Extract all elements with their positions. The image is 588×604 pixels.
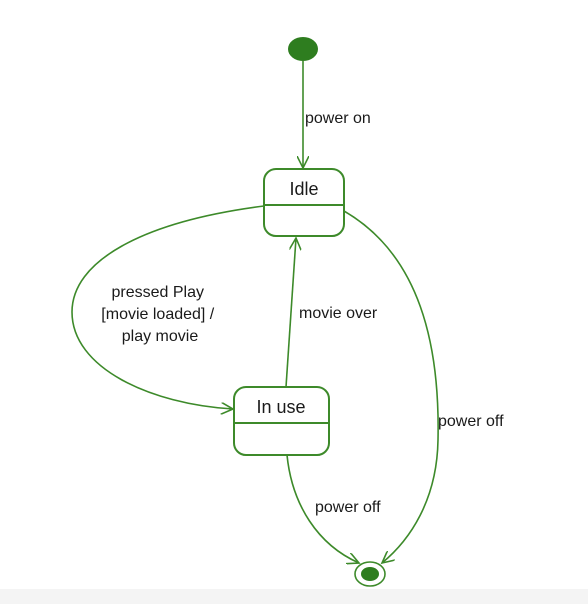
state-in-use-box [233, 386, 330, 456]
initial-state-dot [288, 37, 318, 61]
transition-movie-over-arrow [285, 238, 296, 388]
state-idle-name: Idle [289, 179, 318, 199]
transition-pressed-play-label-line-2: [movie loaded] / [101, 306, 215, 323]
transition-power-on-label: power on [305, 110, 371, 127]
transition-in-use-power-off-arrow [286, 454, 359, 563]
final-state [354, 561, 386, 587]
transition-in-use-power-off-label: power off [315, 499, 381, 516]
transition-movie-over-label: movie over [299, 305, 378, 322]
state-idle-box [263, 168, 345, 237]
final-state-dot [361, 567, 379, 581]
transition-pressed-play-label-line-3: play movie [122, 328, 199, 345]
state-idle: Idle [263, 168, 345, 237]
state-in-use: In use [233, 386, 330, 456]
bottom-edge-band [0, 589, 588, 604]
transition-pressed-play-label-line-1: pressed Play [112, 284, 205, 301]
transition-pressed-play-label: pressed Play [movie loaded] / play movie [101, 284, 218, 345]
state-in-use-name: In use [256, 397, 305, 417]
transition-pressed-play-arrow [71, 205, 265, 409]
transition-idle-power-off-label: power off [438, 413, 504, 430]
transition-idle-power-off-arrow [343, 210, 439, 563]
